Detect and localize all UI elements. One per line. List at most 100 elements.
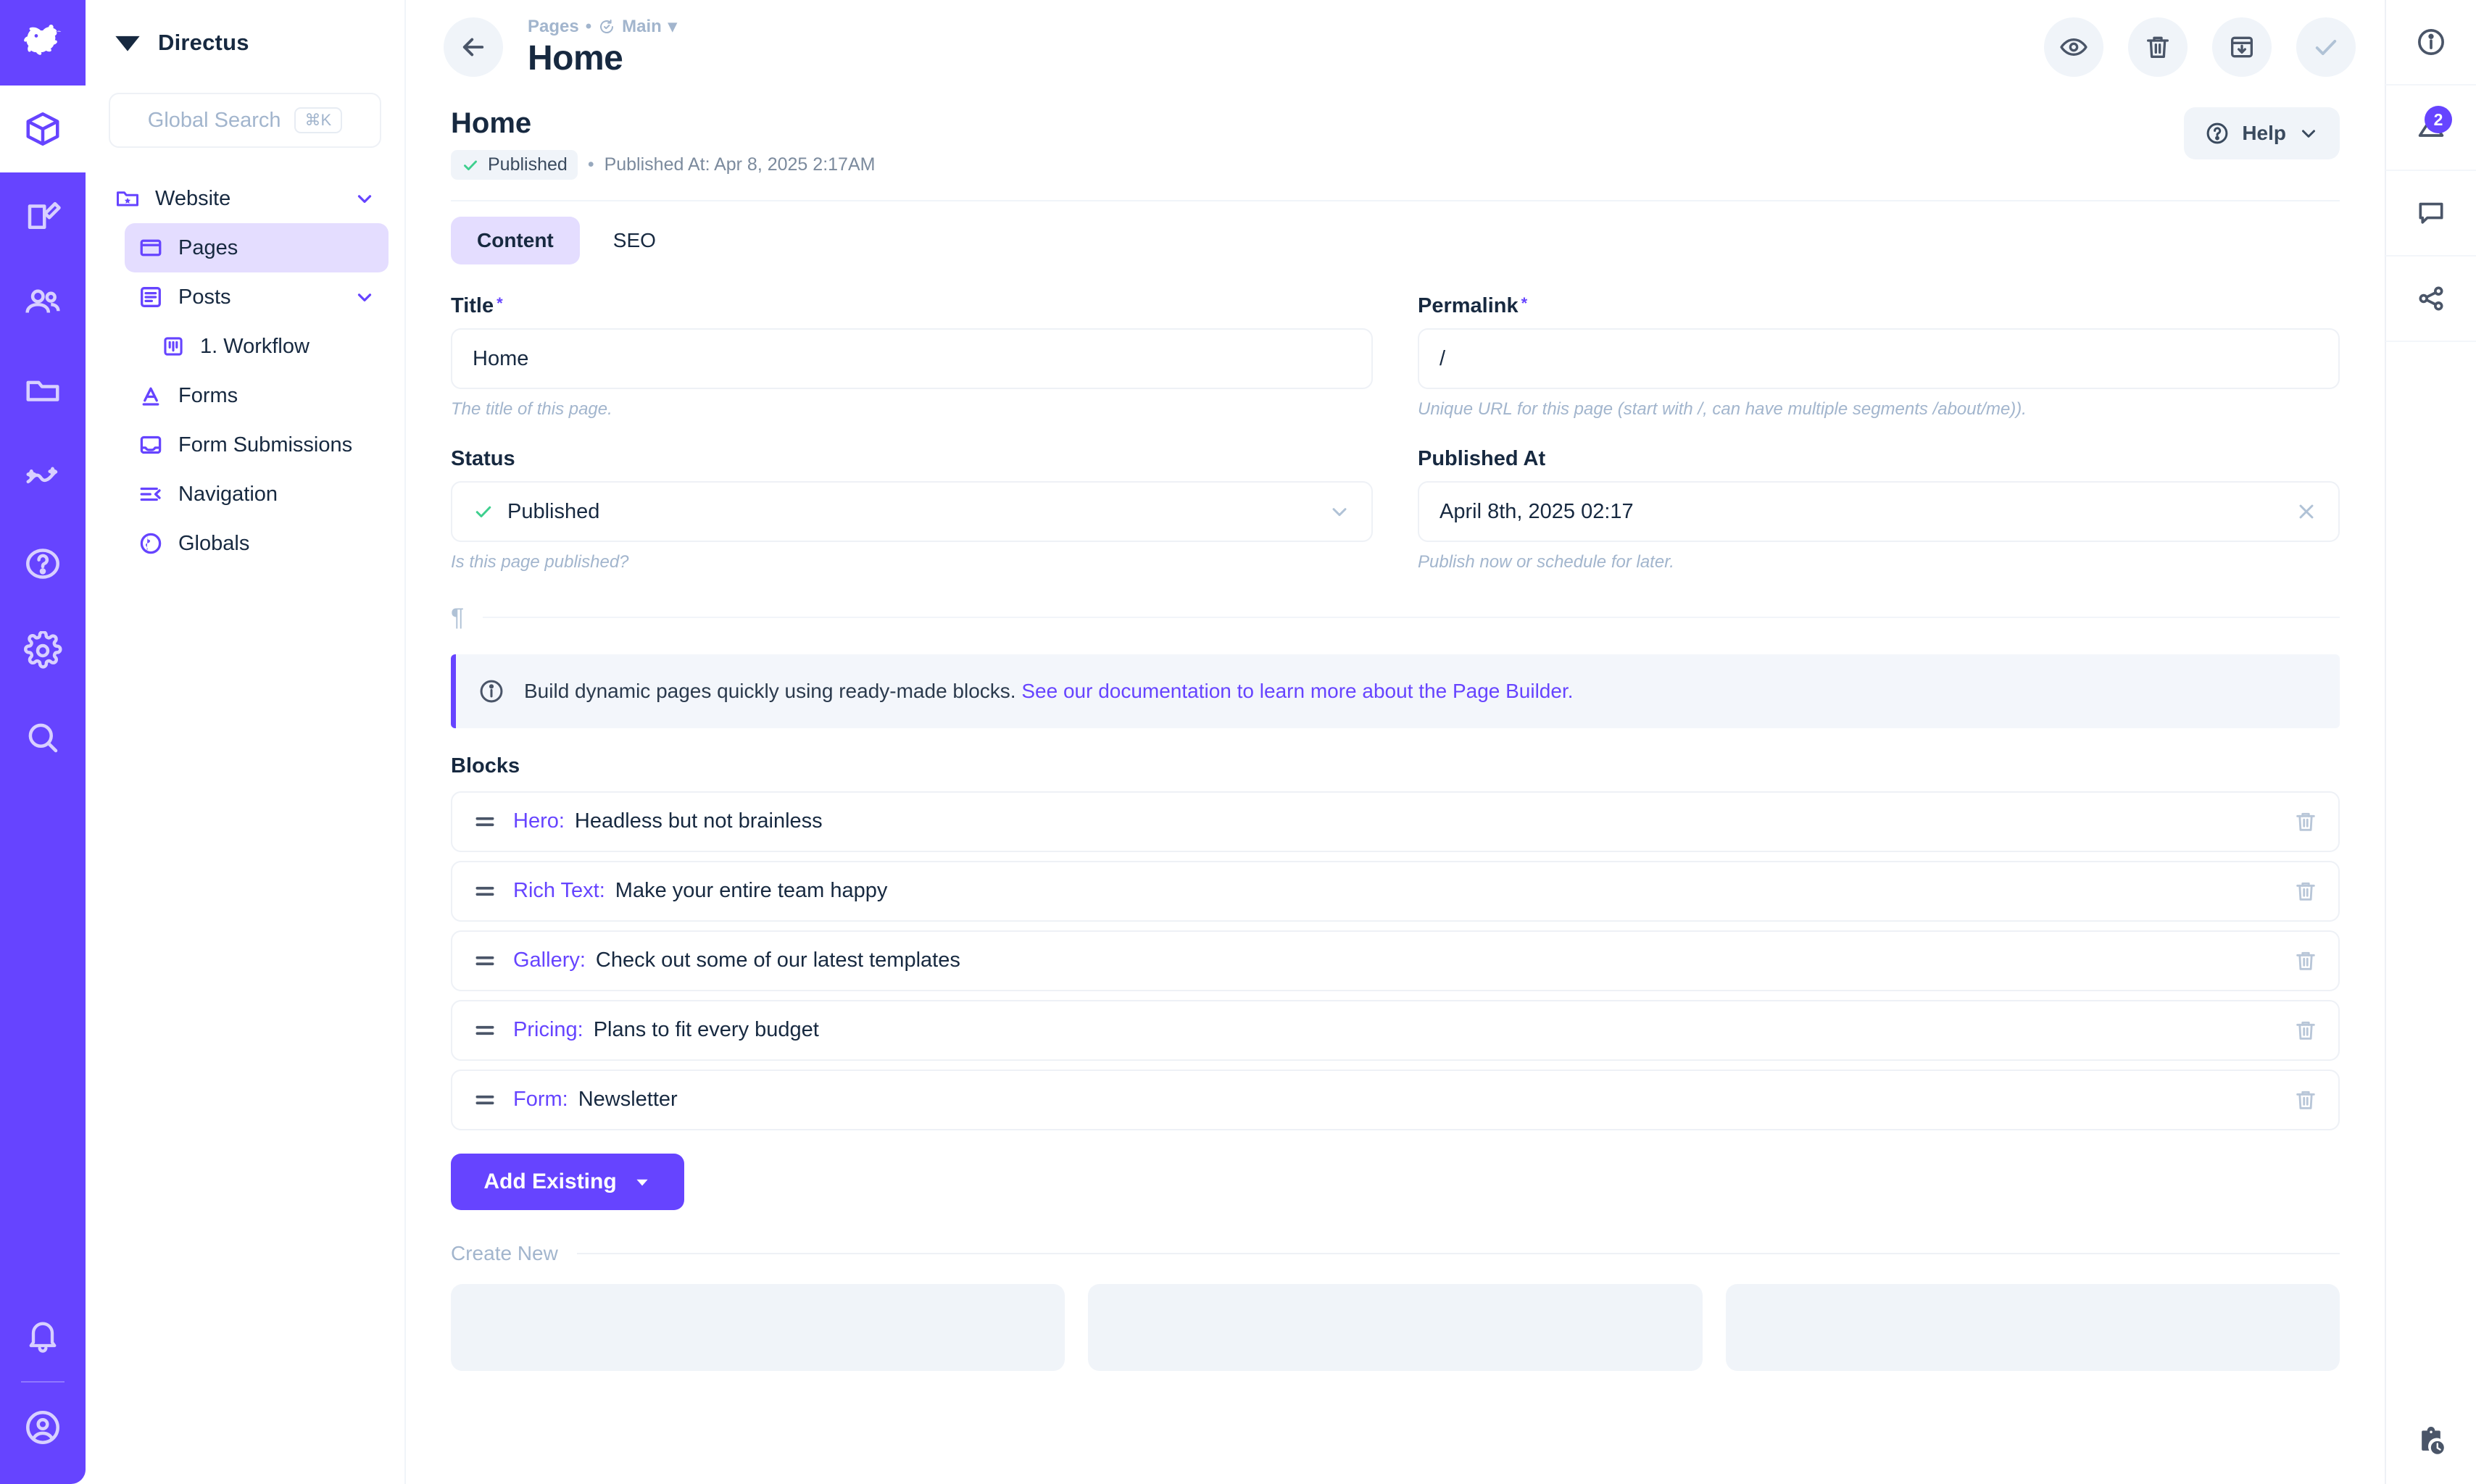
global-search-input[interactable]: Global Search ⌘K xyxy=(109,93,381,148)
revisions-button[interactable]: 2 xyxy=(2385,86,2476,171)
trash-icon[interactable] xyxy=(2293,809,2318,834)
paragraph-icon: ¶ xyxy=(451,603,465,631)
drag-handle-icon[interactable] xyxy=(473,879,497,904)
sidebar-item-globals[interactable]: Globals xyxy=(125,519,389,568)
module-files[interactable] xyxy=(0,346,86,433)
block-list-item[interactable]: Gallery: Check out some of our latest te… xyxy=(451,930,2340,991)
field-status-hint: Is this page published? xyxy=(451,552,629,572)
share-button[interactable] xyxy=(2385,257,2476,342)
module-docs[interactable] xyxy=(0,520,86,607)
chevron-down-icon[interactable] xyxy=(1328,500,1351,523)
block-name-label: Plans to fit every budget xyxy=(593,1018,819,1042)
window-icon xyxy=(138,235,164,261)
trash-icon[interactable] xyxy=(2293,949,2318,973)
info-circle-icon xyxy=(478,676,505,706)
block-list-item[interactable]: Form: Newsletter xyxy=(451,1069,2340,1130)
block-list-item[interactable]: Pricing: Plans to fit every budget xyxy=(451,999,2340,1061)
activity-log-button[interactable] xyxy=(2385,1398,2476,1484)
back-button[interactable] xyxy=(444,17,503,77)
block-name-label: Newsletter xyxy=(578,1088,678,1112)
sidebar-spacer xyxy=(86,568,404,1484)
close-icon[interactable] xyxy=(2295,500,2318,523)
top-bar: Pages • Main ▾ Home xyxy=(406,0,2385,94)
global-search-shortcut: ⌘K xyxy=(294,107,343,133)
status-select[interactable]: Published xyxy=(451,481,1373,543)
drag-handle-icon[interactable] xyxy=(473,949,497,973)
field-title-hint: The title of this page. xyxy=(451,399,612,419)
label-text: Published At xyxy=(1418,447,1546,471)
chevron-down-icon[interactable] xyxy=(354,286,375,308)
sidebar-item-website[interactable]: Website xyxy=(101,174,389,223)
user-account-button[interactable] xyxy=(0,1393,86,1462)
caret-down-icon[interactable] xyxy=(633,1172,652,1191)
breadcrumb[interactable]: Pages • Main ▾ xyxy=(528,16,677,37)
block-list-item[interactable]: Rich Text: Make your entire team happy xyxy=(451,860,2340,922)
global-search-placeholder: Global Search xyxy=(147,108,281,132)
tab-seo[interactable]: SEO xyxy=(612,229,656,251)
sidebar-item-forms[interactable]: Forms xyxy=(125,371,389,420)
trash-icon[interactable] xyxy=(2293,1018,2318,1043)
headline-row: Home Published • Published At: Apr 8, 20… xyxy=(451,94,2340,180)
status-badge-label: Published xyxy=(488,154,568,175)
sidebar-item-form-submissions[interactable]: Form Submissions xyxy=(125,420,389,470)
project-brand[interactable]: Directus xyxy=(86,0,404,86)
block-list-item[interactable]: Hero: Headless but not brainless xyxy=(451,791,2340,852)
permalink-input[interactable]: / xyxy=(1418,328,2340,389)
add-existing-button[interactable]: Add Existing xyxy=(451,1153,684,1210)
sidebar-nav-list: Website Pages Posts xyxy=(86,174,404,568)
breadcrumb-chevron-down-icon[interactable]: ▾ xyxy=(668,17,677,36)
directus-rabbit-logo[interactable] xyxy=(0,0,86,86)
notifications-button[interactable] xyxy=(0,1301,86,1371)
module-settings[interactable] xyxy=(0,607,86,694)
field-permalink-label: Permalink * xyxy=(1418,294,2340,318)
module-search[interactable] xyxy=(0,694,86,781)
comments-button[interactable] xyxy=(2385,171,2476,257)
sidebar-item-navigation[interactable]: Navigation xyxy=(125,470,389,519)
module-bar-bottom xyxy=(0,1301,86,1484)
breadcrumb-separator: • xyxy=(585,16,592,36)
tab-content[interactable]: Content xyxy=(451,217,580,264)
help-button-label: Help xyxy=(2242,122,2286,144)
create-new-divider: Create New xyxy=(451,1242,2340,1265)
chevron-down-icon xyxy=(2298,122,2319,144)
module-content-box[interactable] xyxy=(0,86,86,172)
create-new-card[interactable] xyxy=(1088,1283,1703,1371)
field-title: Title * Home The title of this page. xyxy=(451,294,1373,421)
sidebar-item-label: Forms xyxy=(178,383,238,407)
preview-button[interactable] xyxy=(2044,17,2103,77)
create-new-cards xyxy=(451,1283,2340,1371)
module-editor[interactable] xyxy=(0,172,86,259)
breadcrumb-branch[interactable]: Main xyxy=(622,16,662,36)
permalink-input-value: / xyxy=(1440,346,1446,370)
drag-handle-icon[interactable] xyxy=(473,809,497,834)
sidebar-item-1-workflow[interactable]: 1. Workflow xyxy=(148,322,389,371)
create-new-card[interactable] xyxy=(1725,1283,2340,1371)
archive-button[interactable] xyxy=(2212,17,2272,77)
save-button[interactable] xyxy=(2296,17,2356,77)
add-existing-label: Add Existing xyxy=(483,1169,617,1193)
module-users[interactable] xyxy=(0,259,86,346)
sidebar-item-posts[interactable]: Posts xyxy=(125,272,389,322)
published-at-input[interactable]: April 8th, 2025 02:17 xyxy=(1418,481,2340,543)
drag-handle-icon[interactable] xyxy=(473,1018,497,1043)
trash-icon[interactable] xyxy=(2293,1088,2318,1112)
field-status-label: Status xyxy=(451,447,1373,471)
info-panel-button[interactable] xyxy=(2385,0,2476,86)
sidebar-item-pages[interactable]: Pages xyxy=(125,223,389,272)
breadcrumb-collection[interactable]: Pages xyxy=(528,16,579,36)
title-input[interactable]: Home xyxy=(451,328,1373,389)
record-meta: Published • Published At: Apr 8, 2025 2:… xyxy=(451,150,875,180)
module-bar xyxy=(0,0,86,1484)
drag-handle-icon[interactable] xyxy=(473,1088,497,1112)
delete-button[interactable] xyxy=(2128,17,2188,77)
notice-link[interactable]: See our documentation to learn more abou… xyxy=(1021,679,1574,702)
chevron-down-icon[interactable] xyxy=(354,188,375,209)
meta-dot: • xyxy=(587,154,594,175)
module-insights[interactable] xyxy=(0,433,86,520)
trash-icon[interactable] xyxy=(2293,879,2318,904)
help-button[interactable]: Help xyxy=(2184,107,2340,159)
field-permalink-hint: Unique URL for this page (start with /, … xyxy=(1418,399,2027,419)
create-new-card[interactable] xyxy=(451,1283,1065,1371)
right-sidebar: 2 xyxy=(2385,0,2476,1484)
